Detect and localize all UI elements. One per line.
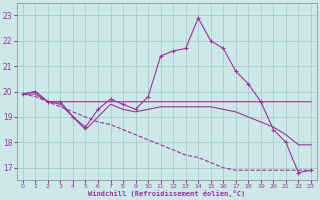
- X-axis label: Windchill (Refroidissement éolien,°C): Windchill (Refroidissement éolien,°C): [88, 190, 245, 197]
